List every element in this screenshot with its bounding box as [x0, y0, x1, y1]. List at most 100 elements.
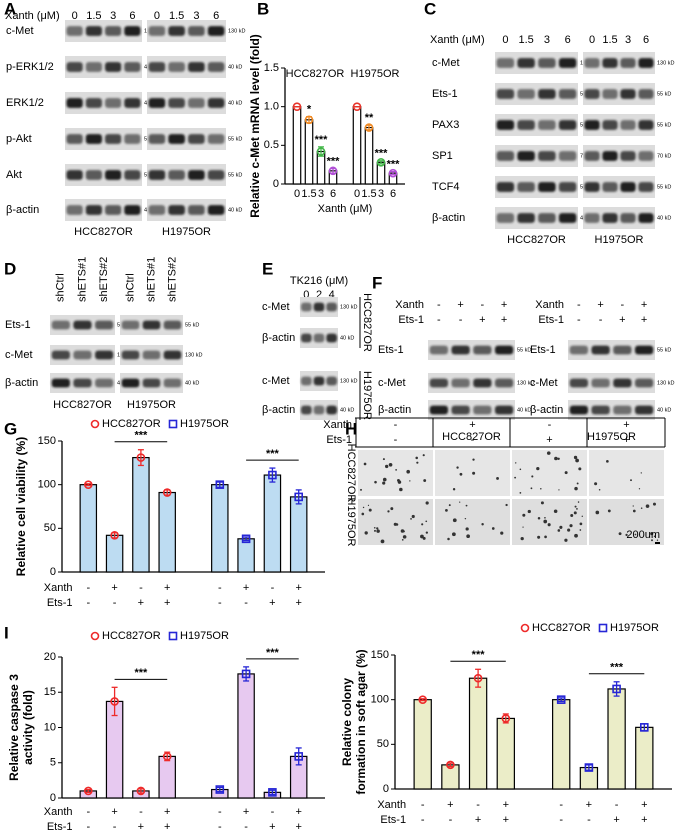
blot-band	[51, 320, 70, 330]
colony	[632, 509, 636, 513]
lane-label: 0	[154, 10, 160, 22]
condition-label: Xanth	[395, 299, 424, 311]
data-point	[501, 714, 511, 723]
blot-band	[105, 170, 122, 180]
blot-band	[620, 151, 636, 161]
blot-band	[168, 26, 185, 36]
condition-sign: -	[559, 799, 563, 811]
blot-band	[95, 320, 114, 330]
row-label: β-actin	[530, 404, 563, 416]
blot-band	[613, 405, 632, 415]
legend-marker	[598, 623, 608, 633]
significance: *	[307, 104, 312, 116]
colony	[500, 531, 504, 535]
blot-band	[473, 405, 492, 415]
colony	[361, 512, 365, 516]
legend-marker	[520, 623, 530, 633]
blot-band	[73, 378, 92, 388]
data-point	[328, 166, 338, 176]
blot-strip	[495, 83, 578, 105]
y-tick-label: 0	[50, 566, 56, 578]
y-axis-label: activity (fold)	[21, 690, 35, 765]
bar	[132, 456, 150, 573]
condition-label: Ets-1	[326, 434, 352, 446]
colony	[420, 534, 424, 539]
bar	[352, 106, 362, 185]
colony	[530, 487, 533, 490]
row-label: c-Met	[530, 377, 558, 389]
colony-image	[358, 450, 433, 496]
legend-label: H1975OR	[180, 630, 229, 642]
blot-band	[313, 302, 325, 312]
colony	[447, 537, 450, 541]
colony	[645, 504, 650, 508]
blot-band	[148, 205, 166, 215]
colony	[638, 488, 641, 490]
size-marker: 40 kD	[517, 407, 531, 413]
condition-label: Ets-1	[47, 821, 73, 833]
condition-sign: +	[619, 314, 625, 326]
colony	[557, 457, 560, 460]
bar	[552, 699, 571, 790]
blot-strip	[583, 145, 655, 167]
blot-strip	[65, 92, 142, 114]
colony	[569, 524, 573, 528]
blot-band	[494, 405, 514, 415]
condition-sign: -	[587, 814, 591, 826]
blot-band	[451, 405, 470, 415]
condition-sign: -	[437, 314, 441, 326]
colony-image	[512, 499, 587, 545]
significance: ***	[375, 148, 389, 160]
blot-band	[313, 405, 325, 415]
lane-label: shCtrl	[124, 273, 136, 302]
condition-label: Ets-1	[47, 597, 73, 609]
blot-band	[85, 170, 102, 180]
size-marker: 55 kD	[228, 172, 242, 178]
condition-sign: +	[623, 419, 629, 431]
blot-band	[429, 378, 449, 388]
condition-sign: -	[271, 582, 275, 594]
blot-band	[517, 89, 535, 99]
blot-band	[584, 213, 600, 223]
blot-band	[569, 345, 589, 355]
blot-band	[105, 62, 122, 72]
colony-image	[589, 499, 664, 545]
colony	[376, 529, 380, 533]
panel-letter: B	[257, 0, 269, 18]
blot-band	[638, 213, 654, 223]
legend-marker	[168, 419, 178, 429]
blot-band	[301, 376, 312, 386]
lane-label: shETS#1	[76, 257, 88, 302]
colony	[607, 509, 611, 513]
blot-band	[168, 62, 185, 72]
condition-sign: +	[164, 582, 170, 594]
y-tick-label: 150	[38, 435, 56, 447]
colony	[544, 516, 546, 519]
data-point	[352, 102, 362, 111]
bar	[237, 673, 255, 799]
blot-strip	[495, 114, 578, 136]
colony	[573, 511, 577, 515]
condition-sign: +	[243, 806, 249, 818]
blot-band	[538, 89, 556, 99]
blot-band	[124, 26, 141, 36]
blot-strip	[428, 373, 515, 393]
lane-label: 0	[589, 34, 595, 46]
colony	[459, 472, 463, 476]
data-point	[294, 752, 304, 761]
group-label: H1975OR	[595, 234, 644, 246]
data-point	[304, 115, 314, 125]
colony	[578, 467, 582, 471]
colony	[423, 479, 427, 482]
colony	[425, 520, 428, 523]
lane-label: 3	[625, 34, 631, 46]
colony	[425, 501, 429, 505]
lane-label: 1.5	[518, 34, 533, 46]
blot-band	[496, 182, 515, 192]
blot-band	[638, 151, 654, 161]
colony	[547, 523, 551, 527]
condition-sign: +	[269, 597, 275, 609]
bar	[237, 538, 255, 573]
blot-band	[188, 26, 205, 36]
